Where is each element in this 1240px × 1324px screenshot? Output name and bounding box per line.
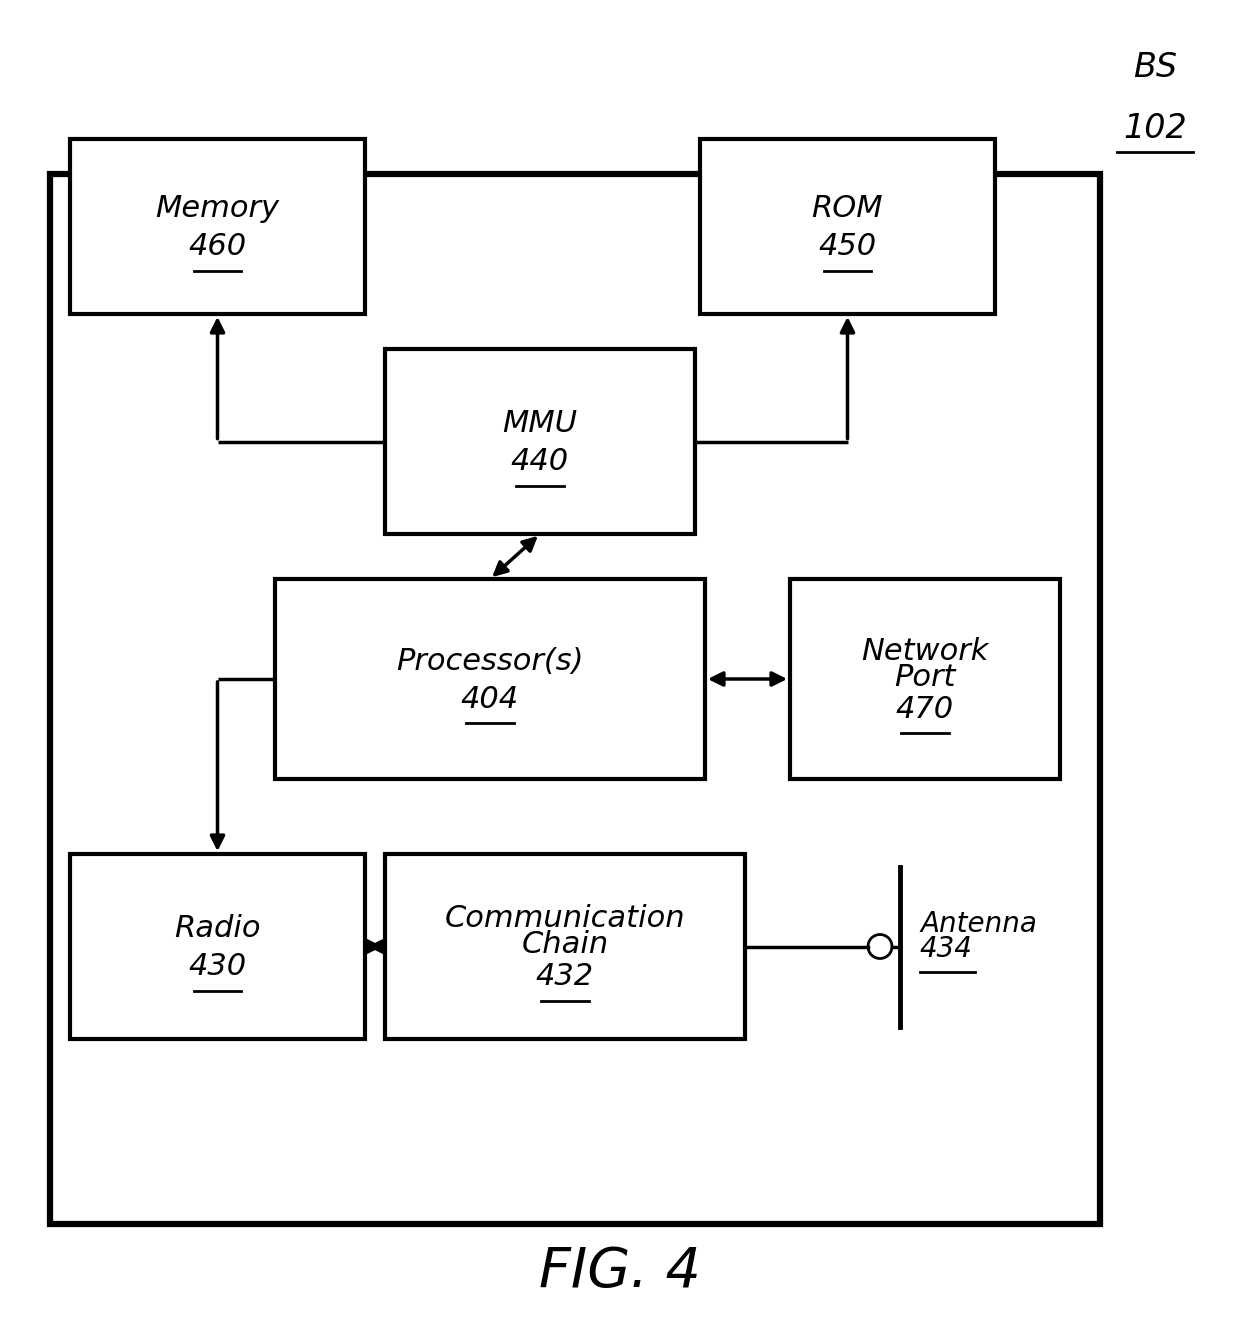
Text: 440: 440 (511, 448, 569, 477)
Bar (50, 173, 1100, 1223)
Text: FIG. 4: FIG. 4 (539, 1246, 701, 1299)
Text: 470: 470 (897, 695, 954, 723)
Text: 102: 102 (1123, 113, 1187, 146)
Text: MMU: MMU (502, 409, 578, 438)
Bar (790, 579, 1060, 779)
Text: Network: Network (862, 637, 988, 666)
Text: BS: BS (1133, 52, 1177, 83)
Bar (384, 854, 745, 1039)
Text: 432: 432 (536, 963, 594, 990)
Text: Radio: Radio (175, 914, 260, 943)
Text: Processor(s): Processor(s) (397, 646, 584, 675)
Text: Port: Port (894, 662, 956, 691)
Text: 450: 450 (818, 232, 877, 261)
Text: 404: 404 (461, 685, 520, 714)
Bar (69, 854, 365, 1039)
Text: Chain: Chain (521, 929, 609, 959)
Text: Communication: Communication (445, 904, 686, 933)
Text: Antenna: Antenna (920, 910, 1037, 937)
Text: 430: 430 (188, 952, 247, 981)
Bar (384, 350, 694, 534)
Text: 460: 460 (188, 232, 247, 261)
Text: Memory: Memory (155, 195, 279, 222)
Text: 434: 434 (920, 935, 973, 963)
Bar (69, 139, 365, 314)
Bar (275, 579, 706, 779)
Bar (701, 139, 994, 314)
Text: ROM: ROM (812, 195, 883, 222)
